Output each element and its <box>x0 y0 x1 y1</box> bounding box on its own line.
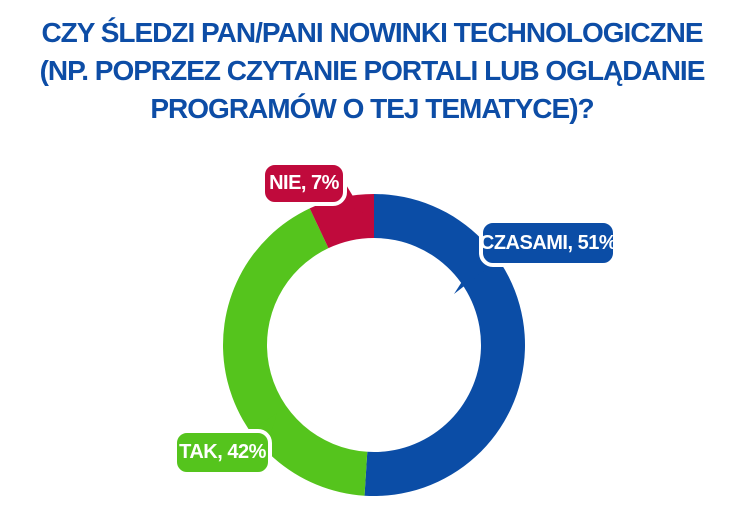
title-line-1: CZY ŚLEDZI PAN/PANI NOWINKI TECHNOLOGICZ… <box>41 17 703 48</box>
donut-segment-tak <box>223 208 368 496</box>
callout-label-nie-text: NIE, 7% <box>269 172 339 194</box>
callout-label-nie: NIE, 7% <box>261 161 347 206</box>
title-line-2: (NP. POPRZEZ CZYTANIE PORTALI LUB OGLĄDA… <box>39 55 706 86</box>
callout-label-czasami-text: CZASAMI, 51% <box>479 231 617 254</box>
title-line-3: PROGRAMÓW O TEJ TEMATYCE)? <box>150 93 594 124</box>
callout-label-tak: TAK, 42% <box>173 429 272 476</box>
callout-label-tak-text: TAK, 42% <box>179 441 266 463</box>
callout-label-czasami: CZASAMI, 51% <box>479 219 617 267</box>
chart-title: CZY ŚLEDZI PAN/PANI NOWINKI TECHNOLOGICZ… <box>0 14 744 128</box>
